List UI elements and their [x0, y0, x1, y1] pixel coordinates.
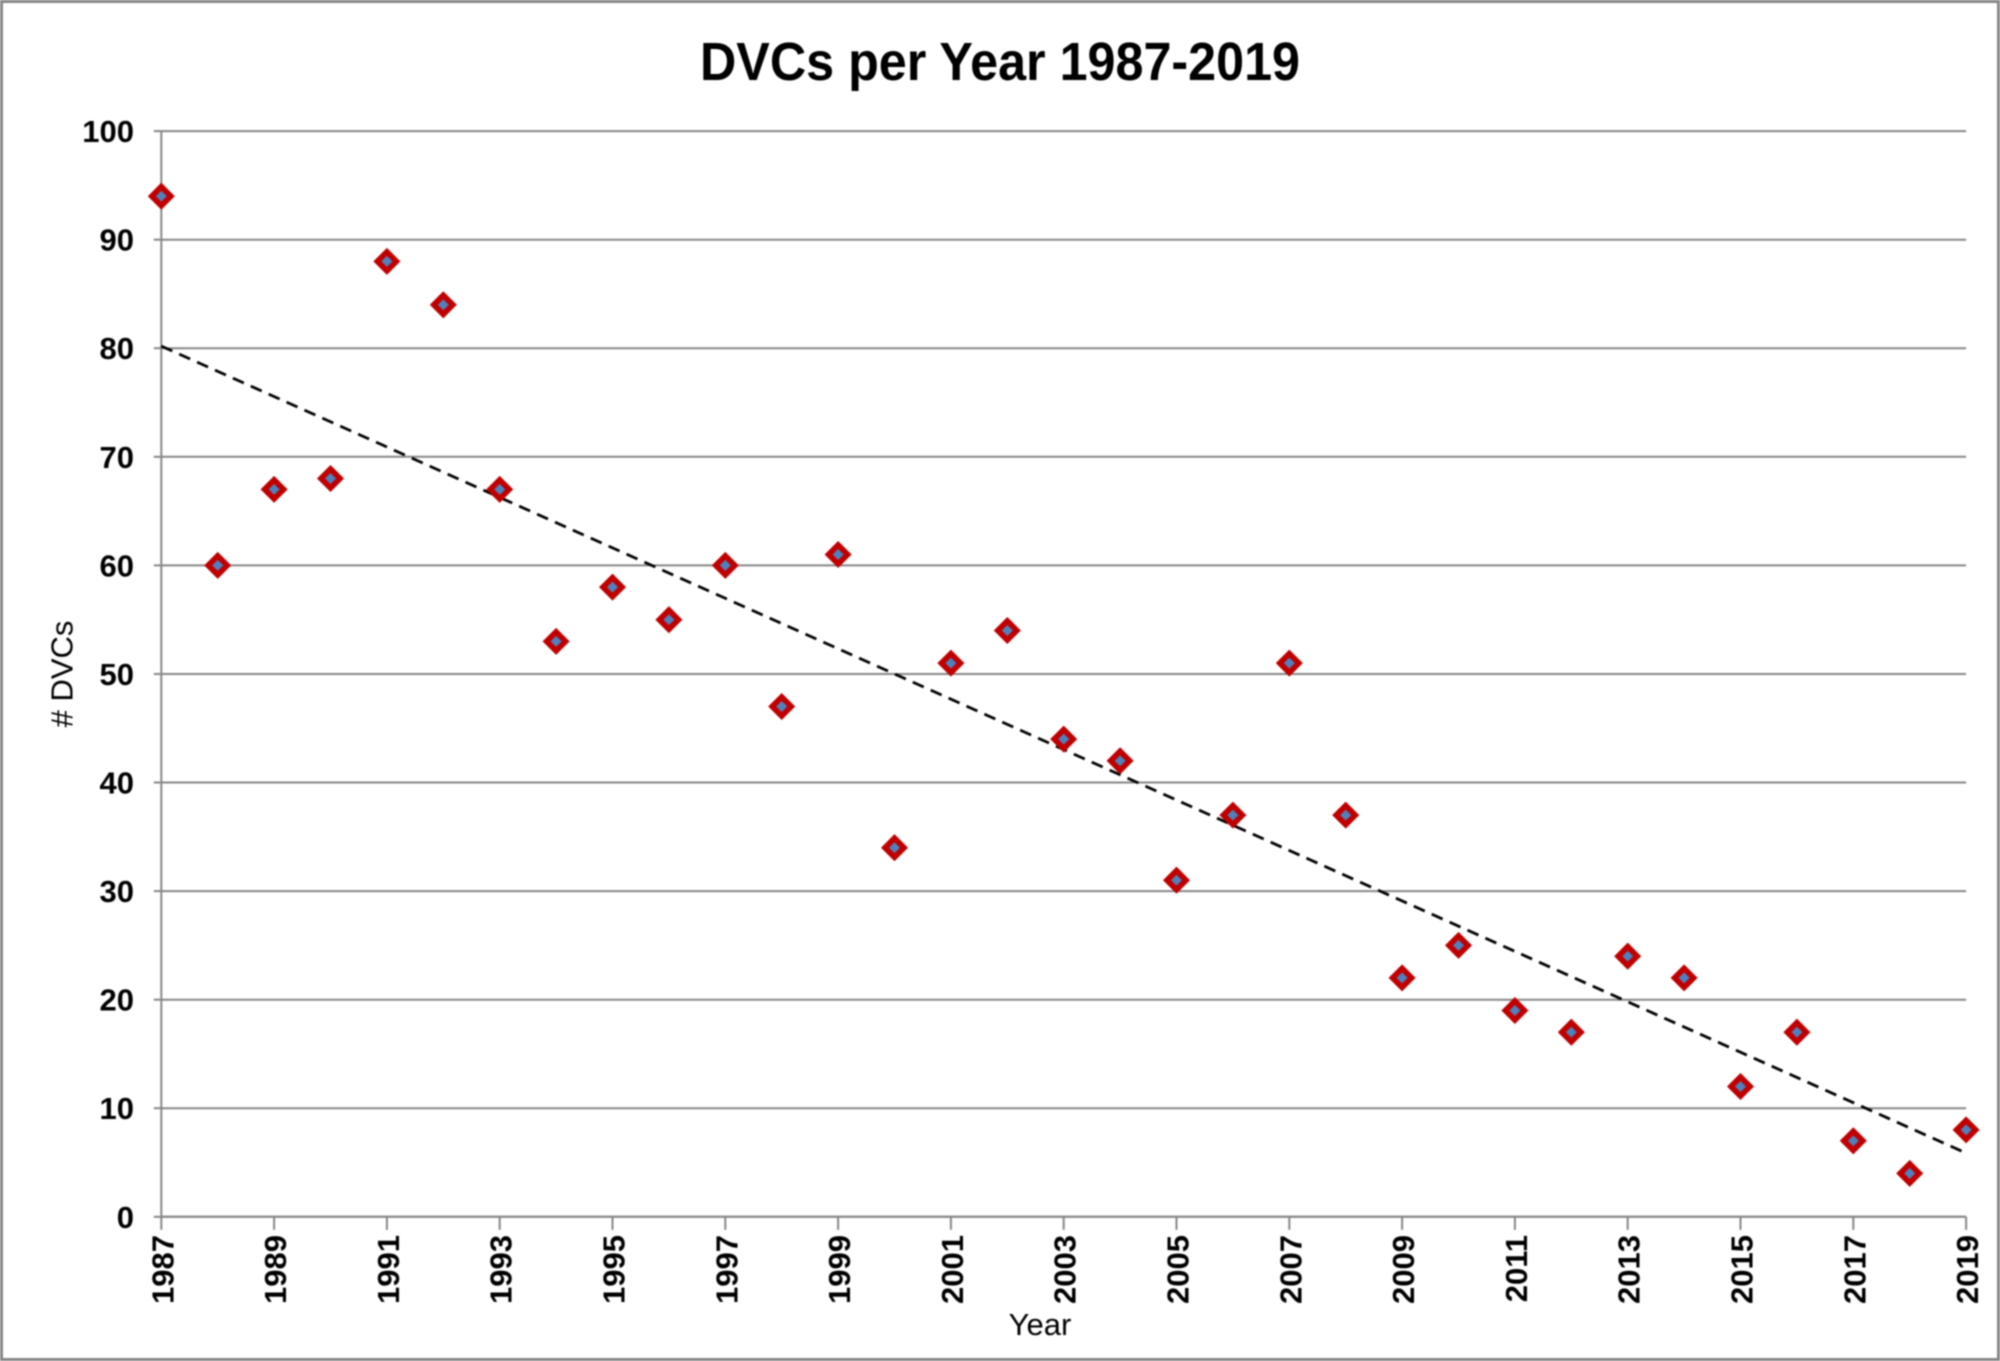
svg-text:2011: 2011: [1499, 1235, 1534, 1302]
svg-text:90: 90: [100, 223, 134, 258]
svg-text:DVCs per Year 1987-2019: DVCs per Year 1987-2019: [700, 32, 1300, 92]
svg-text:1997: 1997: [709, 1235, 744, 1304]
svg-text:2017: 2017: [1837, 1235, 1872, 1304]
svg-text:2005: 2005: [1161, 1235, 1196, 1304]
svg-text:30: 30: [100, 874, 134, 909]
svg-text:2019: 2019: [1950, 1235, 1985, 1304]
svg-text:1987: 1987: [145, 1235, 180, 1304]
svg-text:2003: 2003: [1048, 1235, 1083, 1304]
svg-text:20: 20: [100, 983, 134, 1018]
svg-text:1993: 1993: [484, 1235, 519, 1304]
svg-text:2009: 2009: [1386, 1235, 1421, 1304]
svg-text:50: 50: [100, 657, 134, 692]
svg-text:80: 80: [100, 331, 134, 366]
svg-text:60: 60: [100, 548, 134, 583]
svg-text:1989: 1989: [258, 1235, 293, 1304]
svg-text:1999: 1999: [822, 1235, 857, 1304]
svg-text:0: 0: [117, 1200, 134, 1235]
svg-text:40: 40: [100, 766, 134, 801]
svg-text:Year: Year: [1009, 1307, 1072, 1342]
svg-text:70: 70: [100, 440, 134, 475]
svg-text:2013: 2013: [1612, 1235, 1647, 1304]
svg-text:1995: 1995: [597, 1235, 632, 1304]
svg-text:2007: 2007: [1273, 1235, 1308, 1304]
svg-text:1991: 1991: [371, 1235, 406, 1304]
svg-text:# DVCs: # DVCs: [45, 621, 80, 728]
svg-text:10: 10: [100, 1091, 134, 1126]
svg-text:2015: 2015: [1725, 1235, 1760, 1304]
svg-text:2001: 2001: [935, 1235, 970, 1304]
svg-text:100: 100: [82, 114, 134, 149]
